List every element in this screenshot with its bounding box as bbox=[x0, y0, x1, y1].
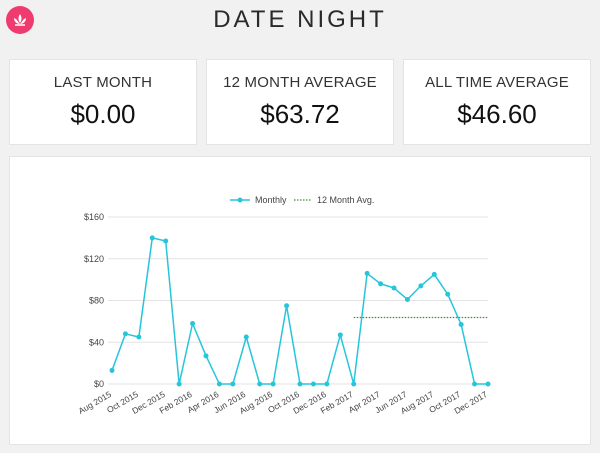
data-point bbox=[310, 381, 316, 387]
data-point bbox=[284, 303, 290, 309]
data-point bbox=[351, 381, 357, 387]
y-tick-label: $80 bbox=[89, 296, 104, 306]
legend-monthly-label: Monthly bbox=[255, 195, 287, 205]
stat-label: ALL TIME AVERAGE bbox=[425, 74, 569, 91]
lotus-icon[interactable] bbox=[6, 6, 34, 34]
header: DATE NIGHT bbox=[0, 0, 600, 44]
data-point bbox=[445, 291, 451, 297]
data-point bbox=[485, 381, 491, 387]
data-point bbox=[216, 381, 222, 387]
data-point bbox=[418, 283, 424, 289]
y-tick-label: $0 bbox=[94, 379, 104, 389]
stat-label: LAST MONTH bbox=[53, 74, 153, 91]
data-point bbox=[431, 271, 437, 277]
data-point bbox=[190, 320, 196, 326]
y-tick-label: $40 bbox=[89, 337, 104, 347]
chart-legend: Monthly 12 Month Avg. bbox=[230, 195, 374, 205]
data-point bbox=[472, 381, 478, 387]
stat-card-last-month: LAST MONTH $0.00 bbox=[9, 59, 197, 145]
stat-card-all-time-average: ALL TIME AVERAGE $46.60 bbox=[403, 59, 591, 145]
stat-value: $46.60 bbox=[457, 99, 537, 129]
stat-value: $0.00 bbox=[70, 99, 136, 129]
data-point bbox=[149, 235, 155, 241]
data-point bbox=[297, 381, 303, 387]
data-point bbox=[458, 322, 464, 328]
stat-label: 12 MONTH AVERAGE bbox=[223, 74, 377, 91]
data-point bbox=[378, 281, 384, 287]
stat-value: $63.72 bbox=[260, 99, 340, 129]
data-point bbox=[324, 381, 330, 387]
y-tick-label: $160 bbox=[84, 212, 104, 222]
data-point bbox=[404, 296, 410, 302]
data-point bbox=[203, 353, 209, 359]
data-point bbox=[136, 334, 142, 340]
line-chart: Monthly 12 Month Avg. $0$40$80$120$160 A… bbox=[76, 195, 491, 416]
data-point bbox=[163, 238, 169, 244]
series-monthly-line bbox=[111, 236, 488, 385]
data-point bbox=[364, 270, 370, 276]
legend-avg-label: 12 Month Avg. bbox=[317, 195, 374, 205]
data-point bbox=[337, 332, 343, 338]
page-title: DATE NIGHT bbox=[213, 6, 387, 33]
chart-card: Monthly 12 Month Avg. $0 $40 $80 $120 $160 A… bbox=[9, 156, 591, 445]
data-point bbox=[391, 285, 397, 291]
data-point bbox=[109, 367, 115, 373]
y-tick-label: $120 bbox=[84, 254, 104, 264]
legend-monthly-marker bbox=[237, 197, 243, 203]
data-point bbox=[257, 381, 263, 387]
stat-card-12-month-average: 12 MONTH AVERAGE $63.72 bbox=[206, 59, 394, 145]
data-point bbox=[176, 381, 182, 387]
data-point bbox=[270, 381, 276, 387]
data-point bbox=[243, 334, 249, 340]
data-point bbox=[230, 381, 236, 387]
data-point bbox=[122, 331, 128, 337]
